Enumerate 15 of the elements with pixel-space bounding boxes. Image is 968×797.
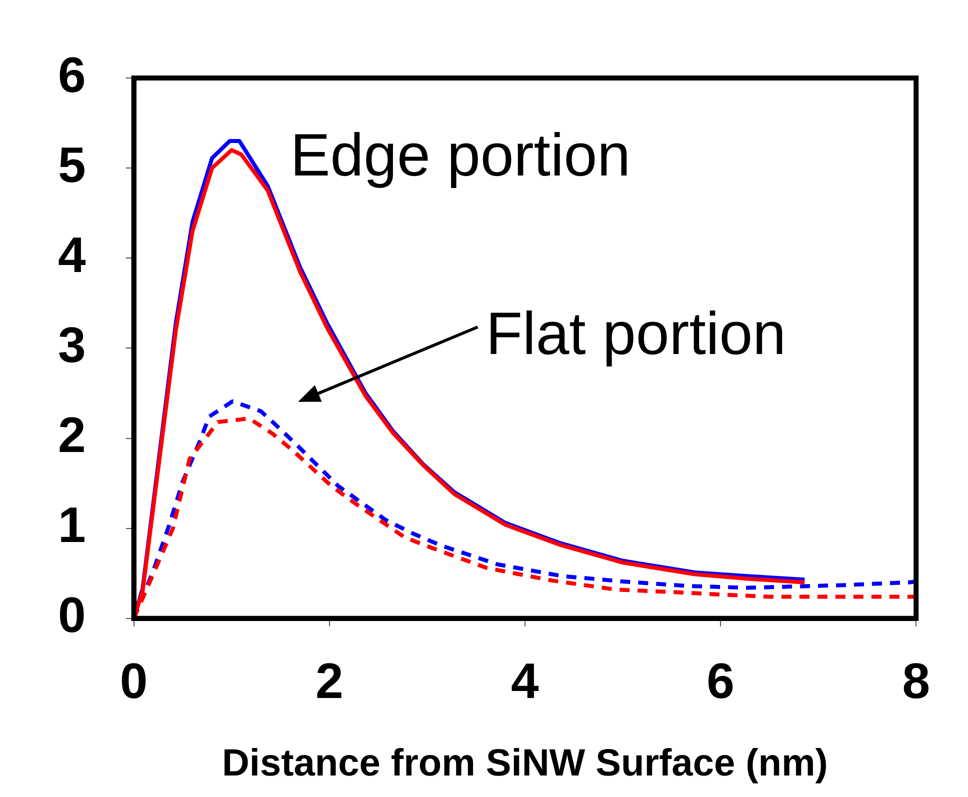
x-tick-label: 0 [120, 653, 148, 710]
y-tick-label: 4 [58, 226, 86, 283]
y-tick-label: 5 [58, 136, 86, 193]
x-tick-label: 2 [315, 653, 344, 710]
y-tick-label: 1 [58, 497, 86, 554]
x-axis-title: Distance from SiNW Surface (nm) [222, 742, 828, 785]
y-tick-label: 0 [58, 587, 86, 644]
y-tick-label: 3 [58, 316, 86, 373]
y-tick-label: 6 [58, 46, 86, 103]
x-tick-label: 6 [706, 653, 734, 710]
y-tick-label: 2 [58, 407, 86, 464]
x-tick-label: 8 [902, 653, 930, 710]
annotation: Flat portion [486, 300, 786, 367]
annotation: Edge portion [290, 122, 631, 189]
x-tick-label: 4 [511, 653, 540, 710]
